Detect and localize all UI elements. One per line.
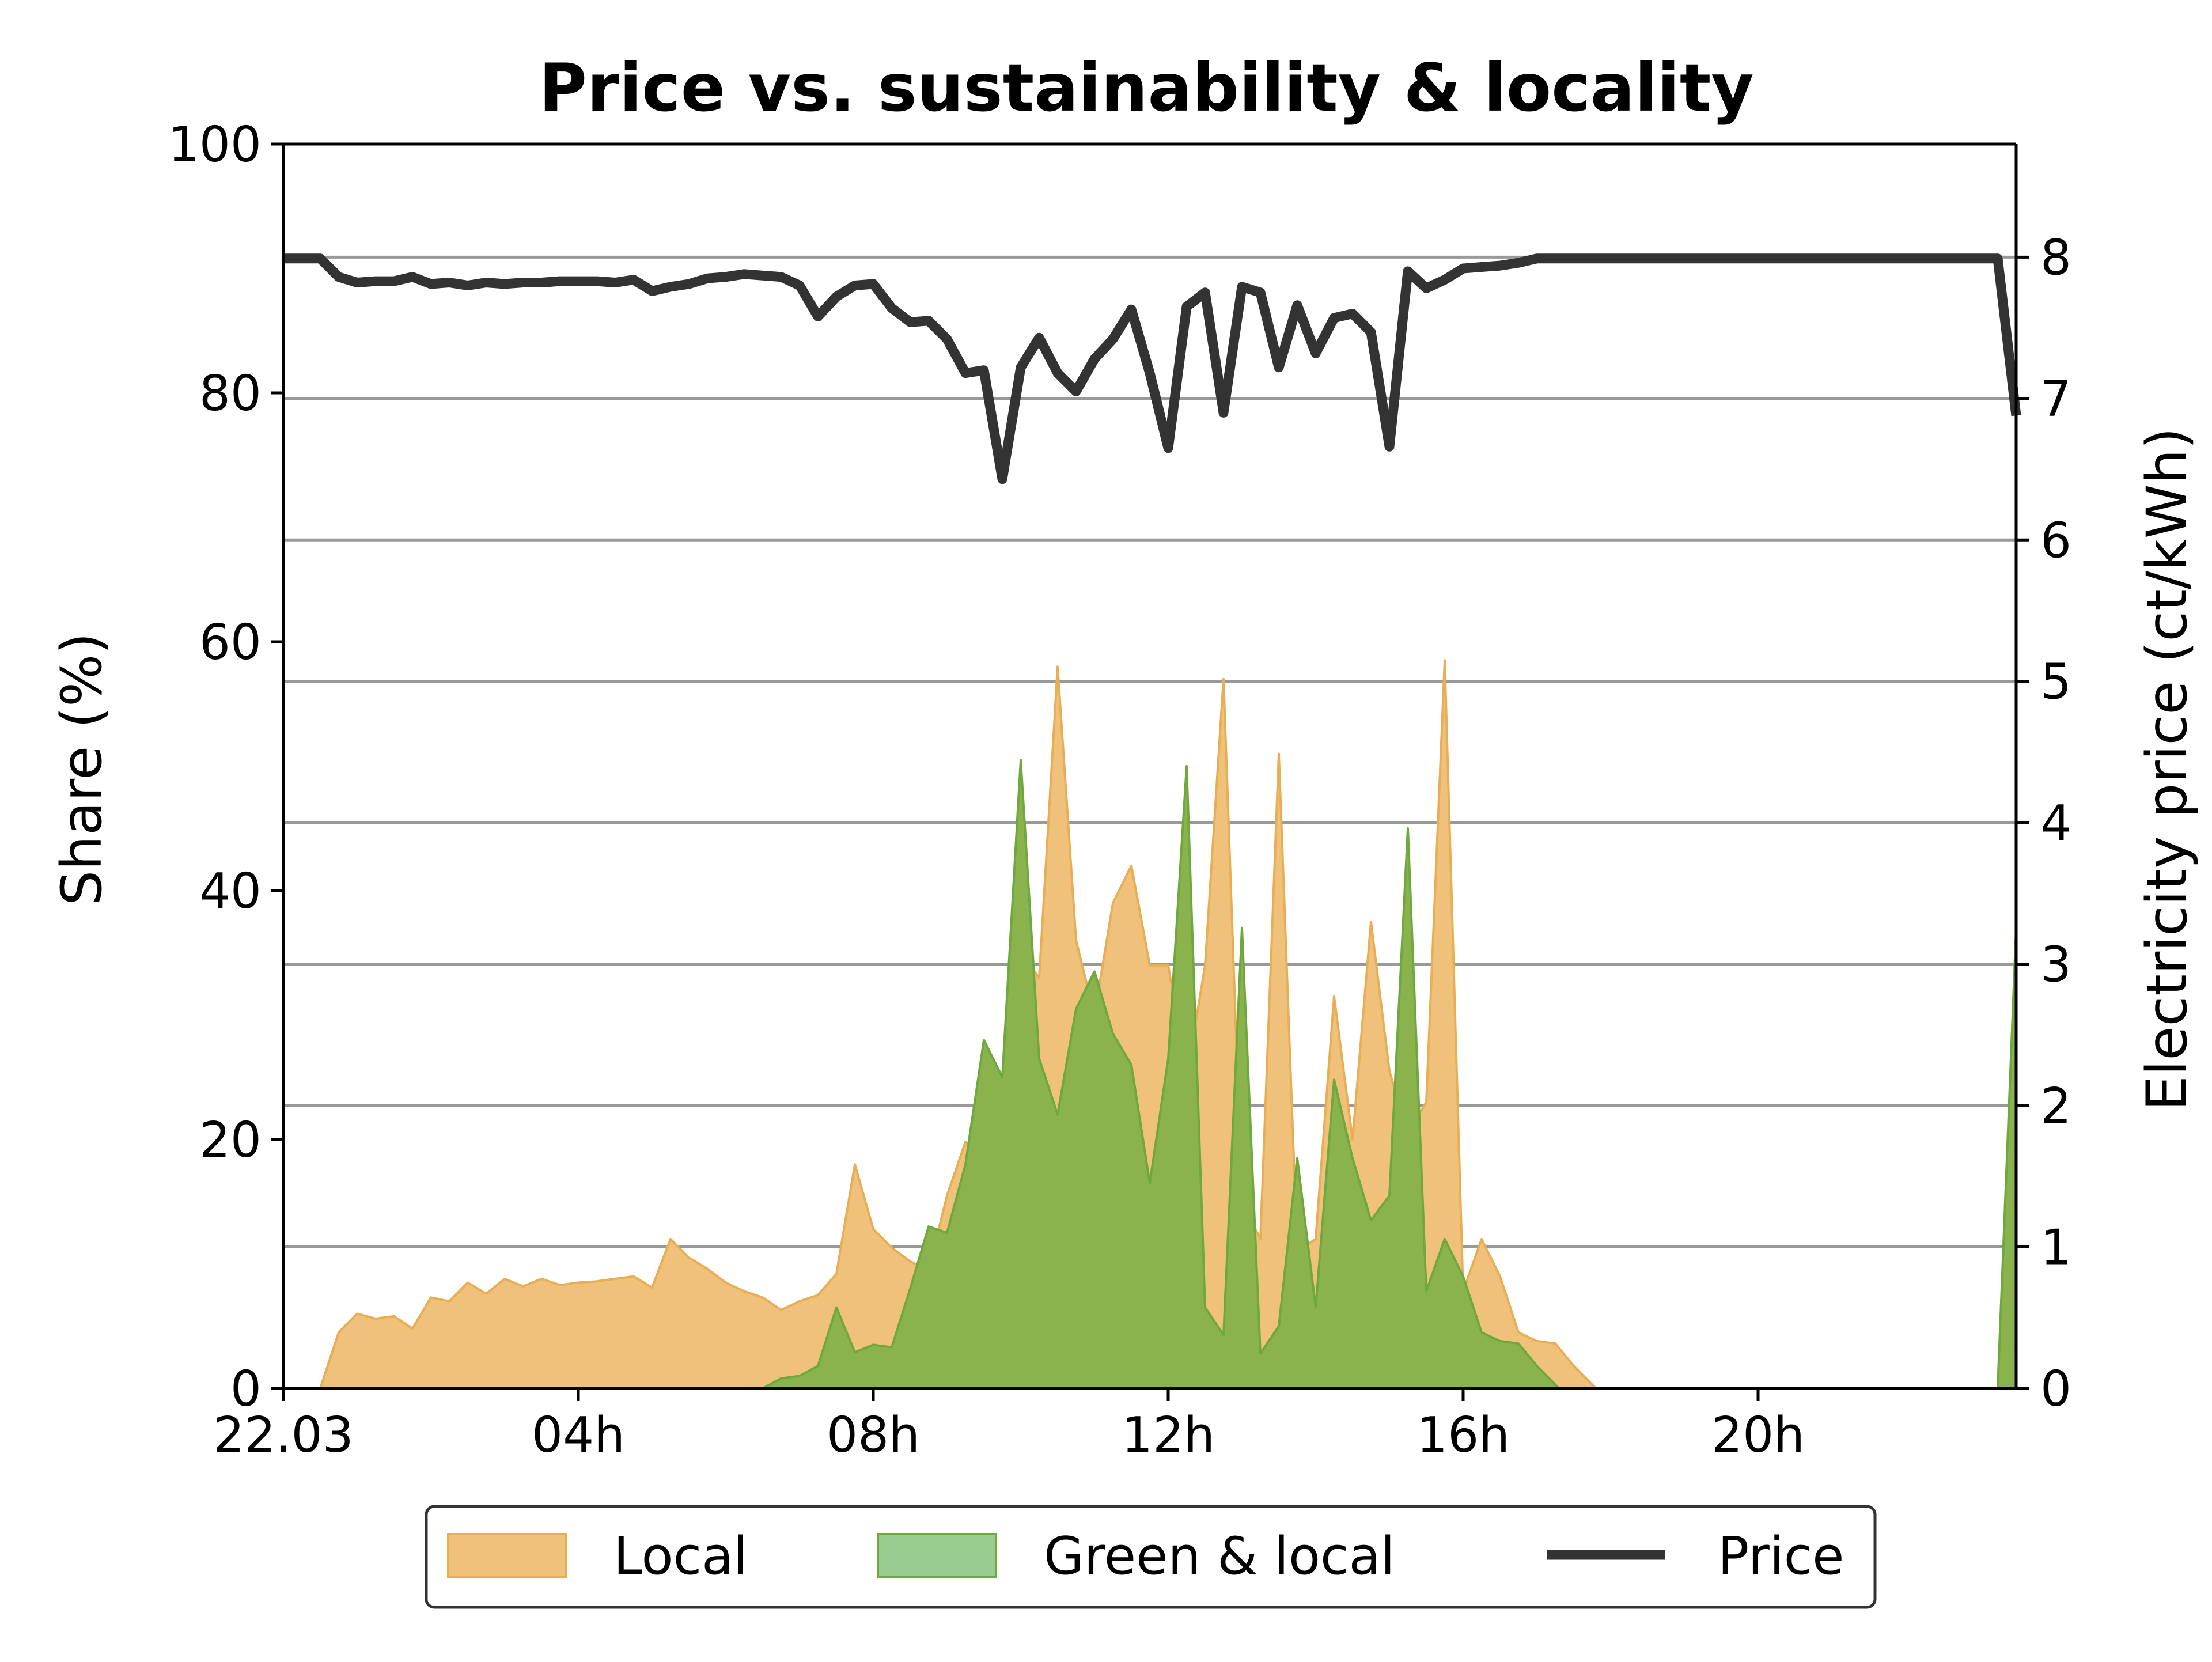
axes-layer: 0 20 40 60 80 100 0 1 2 3 4 5 6 7 8 22.03 04h 08h 12h 16h 20…	[168, 116, 2071, 1464]
y-right-tick-label-4: 4	[2040, 795, 2071, 852]
y-right-tick-label-7: 7	[2040, 371, 2071, 428]
series-area-green-local	[762, 759, 2017, 1390]
series-layer	[283, 253, 2021, 1390]
y-right-tick-label-1: 1	[2040, 1220, 2071, 1277]
y-right-tick-label-6: 6	[2040, 512, 2071, 569]
y-axis-left-label: Share (%)	[50, 633, 114, 906]
y-right-tick-label-2: 2	[2040, 1078, 2071, 1135]
legend-label-green-local: Green & local	[1044, 1526, 1395, 1587]
legend-frame	[425, 1505, 1877, 1609]
y-right-tick-label-3: 3	[2040, 937, 2071, 994]
x-tick-label-08h: 08h	[827, 1407, 920, 1464]
y-left-tick-label-80: 80	[199, 365, 262, 422]
x-tick-label-20h: 20h	[1711, 1407, 1805, 1464]
y-left-tick-label-60: 60	[199, 614, 262, 671]
y-right-tick-label-5: 5	[2040, 654, 2071, 711]
legend-swatch-local	[447, 1533, 567, 1578]
x-tick-label-04h: 04h	[532, 1407, 625, 1464]
series-line-price	[283, 253, 2021, 484]
legend-swatch-green-local	[877, 1533, 997, 1578]
y-left-tick-label-100: 100	[168, 116, 262, 173]
y-left-tick-label-20: 20	[199, 1112, 262, 1169]
legend: Local Green & local Price	[425, 1505, 1877, 1609]
y-left-tick-label-40: 40	[199, 863, 262, 920]
y-axis-right-label: Electricity price (ct/kWh)	[2135, 427, 2199, 1111]
y-right-tick-label-8: 8	[2040, 229, 2071, 286]
chart-title: Price vs. sustainability & locality	[539, 50, 1753, 126]
legend-label-local: Local	[613, 1526, 748, 1587]
legend-label-price: Price	[1718, 1526, 1844, 1587]
x-tick-label-16h: 16h	[1416, 1407, 1510, 1464]
x-tick-label-22.03: 22.03	[213, 1407, 353, 1464]
y-right-tick-label-0: 0	[2040, 1361, 2071, 1418]
x-tick-label-12h: 12h	[1122, 1407, 1215, 1464]
y-left-tick-label-0: 0	[230, 1361, 262, 1418]
